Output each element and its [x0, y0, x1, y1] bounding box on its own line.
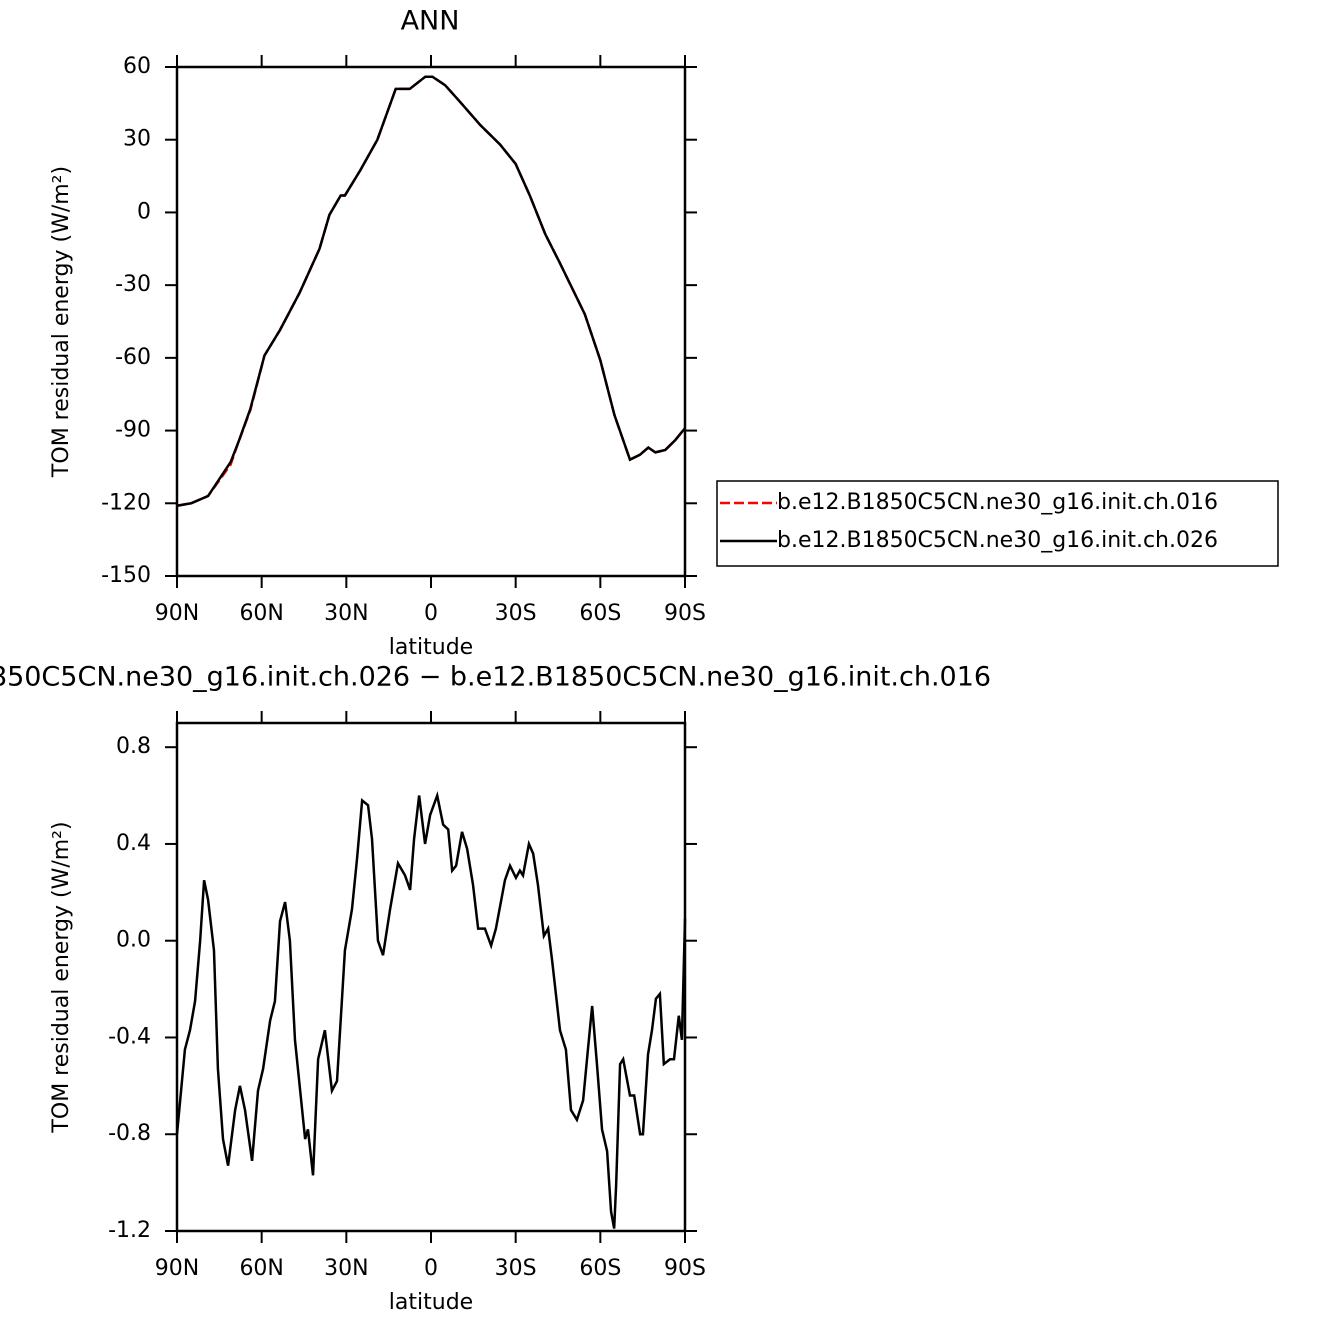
- x-tick-label: 60N: [239, 1256, 283, 1281]
- x-tick-label: 60S: [579, 601, 621, 626]
- y-tick-label: -150: [101, 563, 151, 588]
- y-tick-label: -0.8: [108, 1121, 151, 1146]
- x-tick-label: 30N: [324, 601, 368, 626]
- y-tick-label: 0.4: [116, 831, 151, 856]
- legend-label: b.e12.B1850C5CN.ne30_g16.init.ch.026: [777, 528, 1218, 553]
- legend-label: b.e12.B1850C5CN.ne30_g16.init.ch.016: [777, 490, 1218, 515]
- x-tick-label: 90N: [155, 601, 199, 626]
- plot-frame: [175, 65, 687, 578]
- chart-title: ANN: [401, 6, 460, 37]
- y-tick-label: 0.0: [116, 928, 151, 953]
- y-tick-label: -30: [115, 272, 151, 297]
- y-tick-label: 30: [123, 127, 151, 152]
- x-tick-label: 30S: [495, 601, 537, 626]
- x-tick-label: 90N: [155, 1256, 199, 1281]
- y-tick-label: -120: [101, 490, 151, 515]
- y-tick-label: -0.4: [108, 1024, 151, 1049]
- data-line: [176, 75, 686, 507]
- x-tick-label: 90S: [664, 1256, 706, 1281]
- x-axis-label: latitude: [389, 635, 473, 660]
- x-tick-label: 30S: [495, 1256, 537, 1281]
- x-tick-label: 0: [424, 1256, 438, 1281]
- x-tick-label: 30N: [324, 1256, 368, 1281]
- y-axis-label: TOM residual energy (W/m²): [49, 821, 74, 1133]
- y-tick-label: 60: [123, 54, 151, 79]
- y-tick-label: -90: [115, 418, 151, 443]
- chart-title: b.e12.B1850C5CN.ne30_g16.init.ch.026 − b…: [0, 662, 991, 693]
- x-tick-label: 60S: [579, 1256, 621, 1281]
- y-tick-label: -1.2: [108, 1218, 151, 1243]
- x-tick-label: 0: [424, 601, 438, 626]
- y-tick-label: -60: [115, 345, 151, 370]
- x-axis-label: latitude: [389, 1290, 473, 1315]
- y-tick-label: 0: [137, 199, 151, 224]
- x-tick-label: 90S: [664, 601, 706, 626]
- legend-box: [716, 480, 1279, 567]
- data-line: [176, 75, 686, 507]
- data-line: [175, 790, 687, 1229]
- y-axis-label: TOM residual energy (W/m²): [49, 166, 74, 478]
- y-tick-label: 0.8: [116, 734, 151, 759]
- x-tick-label: 60N: [239, 601, 283, 626]
